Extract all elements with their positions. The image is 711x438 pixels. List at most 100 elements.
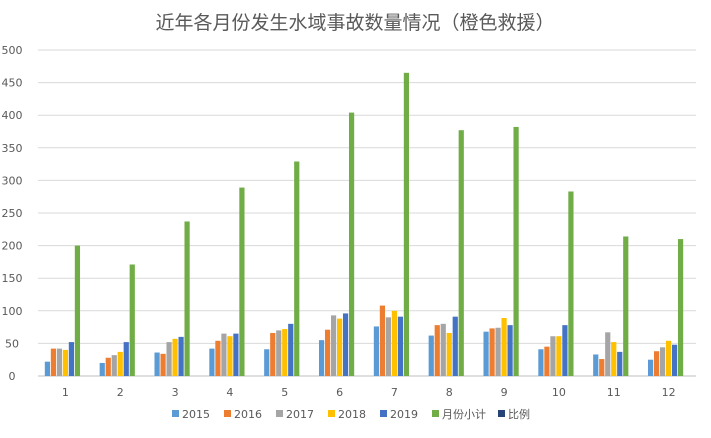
bar-6-2018	[336, 318, 343, 376]
bar-5-2019	[288, 323, 294, 376]
legend-swatch	[432, 410, 439, 417]
legend-swatch	[172, 410, 179, 417]
bar-10-2018	[556, 336, 562, 376]
bar-11-2018	[611, 342, 617, 376]
bar-3-2018	[172, 338, 178, 376]
bar-8-2016	[434, 325, 440, 376]
legend-label: 2019	[390, 408, 418, 421]
bar-6-2017	[330, 315, 337, 376]
bar-12-2015	[647, 359, 654, 376]
bar-12-月份小计	[677, 239, 684, 376]
bar-6-2016	[324, 329, 331, 376]
bar-2-2016	[105, 357, 111, 376]
y-tick-label: 450	[2, 77, 23, 90]
x-tick-label: 11	[607, 386, 621, 399]
bar-9-月份小计	[513, 126, 519, 376]
bar-11-2019	[617, 351, 623, 376]
bar-2-2019	[123, 342, 129, 376]
bar-1-2019	[68, 342, 75, 376]
bar-5-月份小计	[294, 161, 300, 376]
bar-7-2017	[385, 317, 392, 376]
bar-9-2015	[483, 331, 489, 376]
y-tick-label: 400	[2, 109, 23, 122]
bar-7-月份小计	[403, 72, 410, 376]
bar-5-2017	[276, 330, 282, 376]
y-tick-label: 350	[2, 142, 23, 155]
x-tick-label: 3	[172, 386, 179, 399]
bar-12-2016	[653, 351, 660, 376]
bar-9-2019	[507, 325, 513, 376]
legend-swatch	[498, 410, 505, 417]
y-tick-label: 200	[2, 240, 23, 253]
x-tick-label: 12	[662, 386, 676, 399]
x-tick-label: 4	[226, 386, 233, 399]
bar-1-2016	[50, 348, 57, 376]
bar-9-2016	[489, 328, 495, 376]
legend-label: 2015	[182, 408, 210, 421]
bar-6-月份小计	[348, 112, 355, 376]
bar-7-2016	[379, 305, 386, 376]
bar-10-2015	[538, 349, 544, 376]
bar-2-2018	[117, 351, 123, 376]
legend-swatch	[380, 410, 387, 417]
bar-4-2019	[233, 333, 239, 376]
bar-10-月份小计	[568, 191, 574, 376]
bar-6-2019	[342, 313, 349, 376]
gridlines	[38, 49, 696, 377]
bar-7-2018	[391, 310, 398, 376]
bar-8-2018	[446, 332, 452, 376]
bar-3-2019	[178, 336, 184, 376]
bar-4-2016	[215, 340, 221, 376]
bar-10-2016	[544, 346, 550, 376]
legend-swatch	[224, 410, 231, 417]
x-axis-ticks: 1 2 3 4 5 6 7 8 9 10 11 12	[62, 386, 676, 399]
x-tick-label: 1	[62, 386, 69, 399]
x-tick-label: 7	[391, 386, 398, 399]
y-tick-label: 250	[2, 207, 23, 220]
x-tick-label: 2	[117, 386, 124, 399]
y-axis-ticks: 0 50 100 150 200 250 300 350 400 450 500	[2, 44, 23, 383]
bar-2-月份小计	[129, 264, 135, 376]
y-tick-label: 150	[2, 272, 23, 285]
bar-9-2017	[495, 327, 501, 376]
bar-8-2019	[452, 316, 458, 376]
x-tick-label: 9	[501, 386, 508, 399]
bar-2-2017	[111, 355, 117, 376]
legend-label: 2016	[234, 408, 262, 421]
bar-11-2016	[599, 359, 605, 376]
bar-3-2017	[166, 342, 172, 376]
bar-11-2015	[593, 354, 599, 376]
y-tick-label: 100	[2, 305, 23, 318]
bar-4-2018	[227, 336, 233, 376]
bar-10-2017	[550, 336, 556, 376]
bar-12-2018	[665, 340, 672, 376]
y-tick-label: 0	[9, 370, 16, 383]
bar-8-2017	[440, 323, 446, 376]
x-tick-label: 5	[281, 386, 288, 399]
bar-3-2015	[154, 352, 160, 376]
bar-12-2017	[659, 347, 666, 376]
chart-title: 近年各月份发生水域事故数量情况（橙色救援）	[155, 12, 554, 34]
bar-3-月份小计	[184, 221, 190, 376]
bar-4-月份小计	[239, 187, 245, 376]
bar-9-2018	[501, 317, 507, 376]
bar-7-2019	[397, 316, 404, 376]
bar-1-2017	[56, 348, 63, 376]
bar-7-2015	[373, 326, 380, 376]
legend-label: 比例	[508, 407, 530, 421]
bar-11-月份小计	[623, 236, 629, 376]
bar-11-2017	[605, 332, 611, 376]
bar-8-月份小计	[458, 130, 464, 376]
bar-3-2016	[160, 353, 166, 376]
bar-6-2015	[318, 340, 325, 376]
legend-label: 2017	[286, 408, 314, 421]
bar-12-2019	[671, 344, 678, 376]
bars	[44, 72, 684, 376]
bar-5-2015	[264, 349, 270, 376]
legend-label: 2018	[338, 408, 366, 421]
legend-swatch	[276, 410, 283, 417]
legend: 2015 2016 2017 2018 2019 月份小计 比例	[172, 407, 530, 421]
legend-label: 月份小计	[442, 408, 486, 421]
